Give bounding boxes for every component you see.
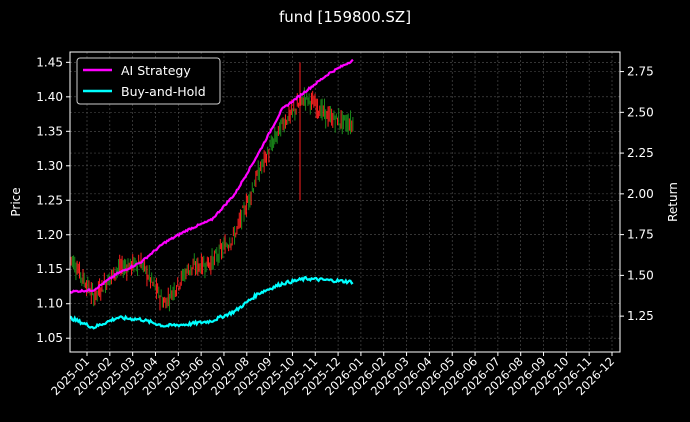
y-tick-left: 1.15 (36, 262, 63, 276)
y-tick-left: 1.30 (36, 159, 63, 173)
y-tick-right: 2.25 (627, 146, 654, 160)
y-tick-left: 1.35 (36, 124, 63, 138)
grid-lines (70, 52, 620, 352)
y-tick-right: 1.50 (627, 268, 654, 282)
y-axis-label-left: Price (9, 187, 23, 216)
series-lines (69, 58, 354, 330)
y-tick-right: 2.75 (627, 65, 654, 79)
y-axis-label-right: Return (666, 182, 680, 222)
legend-buy-hold-label: Buy-and-Hold (121, 84, 206, 99)
buy-and-hold-line (69, 275, 354, 330)
price-candles (69, 62, 354, 312)
y-tick-left: 1.25 (36, 193, 63, 207)
y-tick-right: 2.00 (627, 187, 654, 201)
y-tick-left: 1.05 (36, 331, 63, 345)
chart-title: fund [159800.SZ] (278, 8, 412, 26)
x-axis: 2025-012025-022025-032025-042025-052025-… (48, 352, 617, 398)
y-tick-left: 1.45 (36, 55, 63, 69)
legend: AI Strategy Buy-and-Hold (76, 57, 221, 105)
y-tick-right: 1.25 (627, 309, 654, 323)
y-axis-left: 1.05 1.10 1.15 1.20 1.25 1.30 1.35 1.40 1.45 (36, 55, 70, 345)
y-tick-right: 2.50 (627, 105, 654, 119)
y-tick-right: 1.75 (627, 228, 654, 242)
y-tick-left: 1.40 (36, 90, 63, 104)
legend-ai-strategy-label: AI Strategy (121, 63, 191, 78)
y-tick-left: 1.20 (36, 228, 63, 242)
y-axis-right: 1.25 1.50 1.75 2.00 2.25 2.50 2.75 (620, 65, 654, 323)
y-tick-left: 1.10 (36, 297, 63, 311)
ai-strategy-line (69, 58, 354, 294)
plot-frame (69, 51, 621, 353)
